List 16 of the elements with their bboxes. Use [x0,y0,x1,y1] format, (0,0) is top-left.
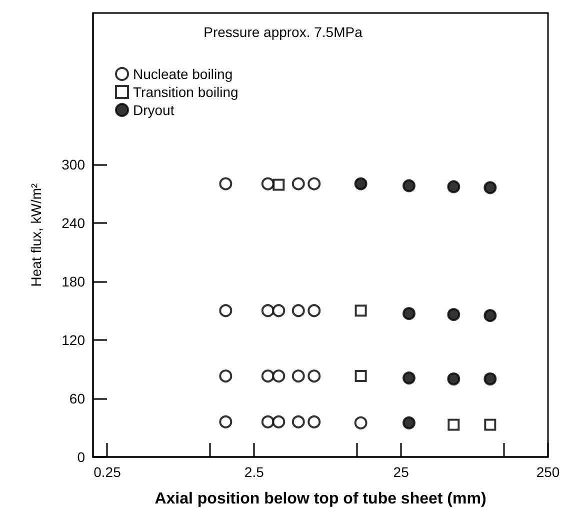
x-tick-label: 25 [393,464,410,480]
x-tick-label: 250 [536,464,560,480]
y-tick-label: 240 [62,214,86,231]
y-axis-title: Heat flux, kW/m² [28,182,44,287]
x-tick-label: 2.5 [244,464,264,480]
legend-label: Nucleate boiling [133,66,233,82]
x-tick-label: 0.25 [94,464,122,480]
text: Pressure approx. 7.5MPa [204,24,363,40]
y-tick-label: 120 [62,332,86,348]
y-tick-label: 0 [77,449,86,465]
legend-label: Transition boiling [133,84,238,100]
y-tick-label: 60 [69,390,86,406]
y-tick-label: 180 [62,273,86,290]
y-tick-label: 300 [62,156,86,172]
legend-label: Dryout [133,102,174,118]
x-axis-title: Axial position below top of tube sheet (mm) [154,490,486,508]
